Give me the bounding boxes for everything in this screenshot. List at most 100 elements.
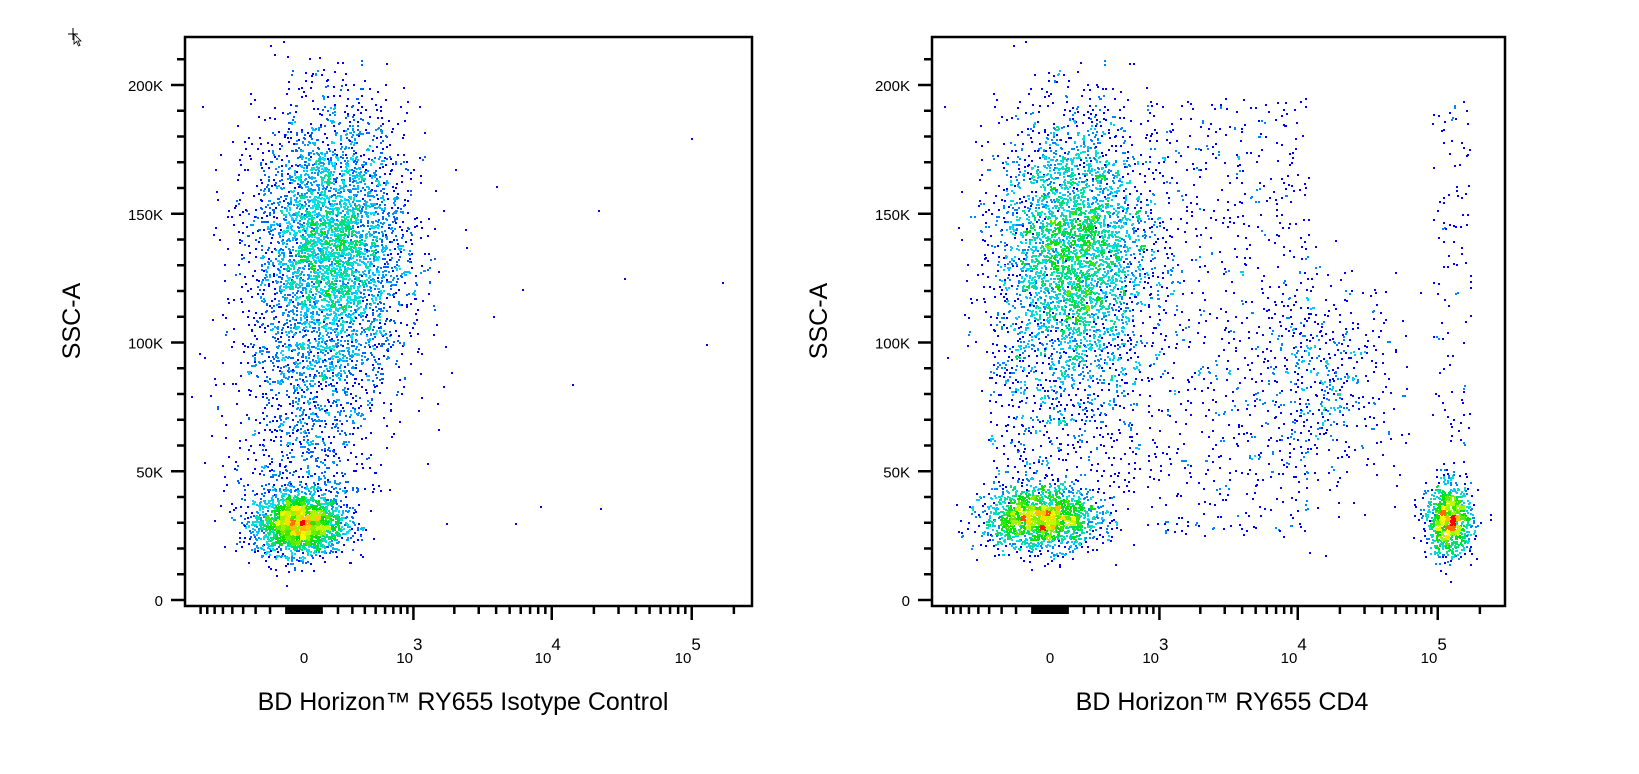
data-point	[301, 284, 303, 286]
data-point	[343, 504, 345, 506]
data-point	[279, 415, 281, 417]
data-point	[325, 541, 327, 543]
data-point	[298, 550, 300, 552]
data-point	[278, 341, 280, 343]
data-point	[304, 529, 306, 531]
data-point	[313, 108, 315, 110]
data-point	[319, 113, 321, 115]
data-point	[316, 505, 318, 507]
data-point	[286, 155, 288, 157]
data-point	[337, 257, 339, 259]
data-point	[283, 535, 285, 537]
data-point	[360, 219, 362, 221]
data-point	[278, 542, 280, 544]
data-point	[337, 236, 339, 238]
data-point	[327, 246, 329, 248]
data-point	[266, 551, 268, 553]
data-point	[277, 530, 279, 532]
data-point	[275, 258, 277, 260]
data-point	[256, 539, 258, 541]
data-point	[285, 214, 287, 216]
data-point	[245, 527, 247, 529]
data-point	[389, 173, 391, 175]
data-point	[263, 270, 265, 272]
data-point	[310, 156, 312, 158]
data-point	[385, 184, 387, 186]
data-point	[275, 168, 277, 170]
data-point	[301, 509, 303, 511]
data-point	[224, 264, 226, 266]
data-point	[328, 266, 330, 268]
data-point	[321, 522, 323, 524]
data-point	[336, 503, 338, 505]
data-point	[347, 537, 349, 539]
data-point	[342, 62, 344, 64]
data-point	[324, 259, 326, 261]
data-point	[318, 372, 320, 374]
data-point	[351, 141, 353, 143]
data-point	[309, 520, 311, 522]
data-point	[293, 230, 295, 232]
data-point	[305, 507, 307, 509]
data-point	[265, 534, 267, 536]
data-point	[332, 165, 334, 167]
data-point	[270, 550, 272, 552]
data-point	[321, 326, 323, 328]
data-point	[404, 271, 406, 273]
data-point	[292, 292, 294, 294]
data-point	[320, 207, 322, 209]
data-point	[315, 163, 317, 165]
data-point	[321, 420, 323, 422]
data-point	[268, 262, 270, 264]
data-point	[338, 522, 340, 524]
data-point	[289, 177, 291, 179]
data-point	[273, 507, 275, 509]
data-point	[273, 518, 275, 520]
data-point	[332, 503, 334, 505]
data-point	[278, 166, 280, 168]
data-point	[333, 171, 335, 173]
data-point	[291, 165, 293, 167]
data-point	[265, 252, 267, 254]
data-point	[248, 521, 250, 523]
data-point	[242, 311, 244, 313]
data-point	[327, 530, 329, 532]
data-point	[315, 541, 317, 543]
data-point	[332, 551, 334, 553]
data-point	[397, 253, 399, 255]
data-point	[307, 503, 309, 505]
data-point	[316, 319, 318, 321]
data-point	[281, 544, 283, 546]
data-point	[318, 212, 320, 214]
data-point	[395, 187, 397, 189]
data-point	[382, 216, 384, 218]
data-point	[345, 154, 347, 156]
data-point	[338, 527, 340, 529]
data-point	[327, 211, 329, 213]
data-point	[285, 487, 287, 489]
data-point	[264, 492, 266, 494]
data-point	[352, 225, 354, 227]
data-point	[294, 187, 296, 189]
data-point	[287, 131, 289, 133]
data-point	[324, 155, 326, 157]
data-point	[236, 543, 238, 545]
data-point	[278, 155, 280, 157]
data-point	[296, 307, 298, 309]
data-point	[277, 498, 279, 500]
data-point	[272, 530, 274, 532]
data-point	[406, 271, 408, 273]
data-point	[389, 241, 391, 243]
data-point	[293, 538, 295, 540]
data-point	[287, 557, 289, 559]
data-point	[325, 385, 327, 387]
data-point	[353, 512, 355, 514]
data-point	[309, 196, 311, 198]
data-point	[364, 189, 366, 191]
data-point	[343, 244, 345, 246]
data-point	[244, 494, 246, 496]
data-point	[290, 203, 292, 205]
data-point	[390, 253, 392, 255]
data-point	[309, 226, 311, 228]
data-point	[299, 499, 301, 501]
